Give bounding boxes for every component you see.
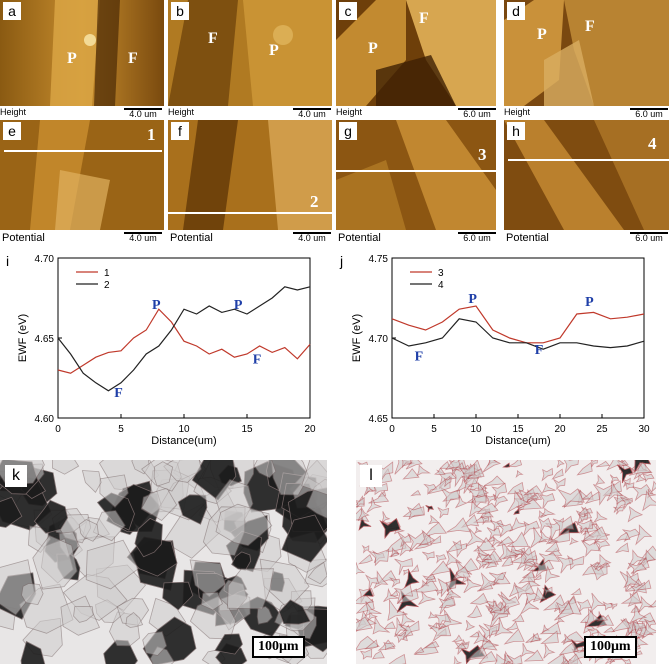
panel-label-g: g <box>339 122 357 140</box>
x-tick-label: 10 <box>470 424 482 435</box>
x-tick-label: 5 <box>431 424 437 435</box>
scale-bar-c: 6.0 um <box>458 108 496 119</box>
phase-label-p: P <box>269 42 279 59</box>
panel-label-k: k <box>5 465 27 487</box>
annotation-label: F <box>415 349 424 364</box>
series-line-3 <box>391 305 645 344</box>
x-tick-label: 25 <box>596 424 608 435</box>
panel-label-b: b <box>171 2 189 20</box>
annotation-label: F <box>114 386 123 401</box>
x-tick-label: 20 <box>554 424 566 435</box>
legend-label: 2 <box>104 280 110 291</box>
phase-label-p: P <box>368 40 378 57</box>
panel-label-a: a <box>3 2 21 20</box>
series-line-1 <box>57 308 311 374</box>
panel-label-i: i <box>6 253 9 269</box>
y-axis-label: EWF (eV) <box>351 314 363 362</box>
y-axis-label: EWF (eV) <box>17 314 29 362</box>
y-tick-label: 4.60 <box>35 414 55 425</box>
scale-bar-h: 6.0 um <box>630 232 668 243</box>
legend-label: 3 <box>438 268 444 279</box>
x-axis-label: Distance(um) <box>151 435 216 447</box>
phase-label-f: F <box>208 30 218 47</box>
phase-label-f: F <box>128 50 138 67</box>
x-tick-label: 15 <box>512 424 524 435</box>
annotation-label: P <box>468 292 477 307</box>
caption-h: Potential <box>506 232 549 244</box>
afm-panel-c: c P F <box>336 0 496 106</box>
scale-bar-e: 4.0 um <box>124 232 162 243</box>
caption-f: Potential <box>170 232 213 244</box>
afm-panel-f: f 2 <box>168 120 332 230</box>
x-tick-label: 10 <box>178 424 190 435</box>
caption-g: Potential <box>338 232 381 244</box>
y-tick-label: 4.75 <box>369 254 389 265</box>
chart-j: j 0 5 10 15 20 25 30 4.65 4.70 4.75 Distance(um) EWF… <box>339 253 650 447</box>
afm-panel-a: a P F <box>0 0 164 106</box>
scale-bar-f: 4.0 um <box>293 232 331 243</box>
scale-bar-k: 100μm <box>252 636 305 658</box>
scale-bar-d: 6.0 um <box>630 108 668 119</box>
afm-panel-d: d P F <box>504 0 669 106</box>
chart-i: i 0 5 10 15 20 4.60 4.65 4.70 Distance(um) EWF (eV… <box>6 253 316 447</box>
afm-panel-g: g 3 <box>336 120 496 230</box>
x-tick-label: 20 <box>304 424 316 435</box>
caption-a: Height <box>0 107 27 117</box>
panel-label-e: e <box>3 122 21 140</box>
line-number: 1 <box>147 125 156 144</box>
legend-label: 1 <box>104 268 110 279</box>
scale-bar-a: 4.0 um <box>124 108 162 119</box>
panel-label-j: j <box>339 253 343 269</box>
line-number: 2 <box>310 192 319 211</box>
scale-bar-l: 100μm <box>584 636 637 658</box>
caption-e: Potential <box>2 232 45 244</box>
phase-label-p: P <box>537 26 547 43</box>
phase-label-f: F <box>585 18 595 35</box>
annotation-label: P <box>234 298 243 313</box>
x-tick-label: 0 <box>389 424 395 435</box>
y-tick-label: 4.70 <box>369 334 389 345</box>
phase-label-f: F <box>419 10 429 27</box>
x-tick-label: 0 <box>55 424 61 435</box>
afm-panel-e: e 1 <box>0 120 164 230</box>
legend-label: 4 <box>438 280 444 291</box>
line-number: 3 <box>478 145 487 164</box>
panel-label-c: c <box>339 2 357 20</box>
x-tick-label: 15 <box>241 424 253 435</box>
x-tick-label: 5 <box>118 424 124 435</box>
plot-frame <box>391 257 645 419</box>
annotation-label: F <box>535 343 544 358</box>
micrograph-l: l 100μm <box>356 460 656 664</box>
phase-label-p: P <box>67 50 77 67</box>
micrograph-k: k 100μm <box>0 460 327 664</box>
caption-b: Height <box>168 107 195 117</box>
y-tick-label: 4.65 <box>369 414 389 425</box>
x-tick-label: 30 <box>638 424 650 435</box>
caption-d: Height <box>504 107 531 117</box>
panel-label-f: f <box>171 122 189 140</box>
afm-panel-b: b F P <box>168 0 332 106</box>
series-line-2 <box>57 286 311 392</box>
plot-frame <box>57 257 311 419</box>
panel-label-h: h <box>507 122 525 140</box>
caption-c: Height <box>336 107 363 117</box>
annotation-label: P <box>585 295 594 310</box>
x-axis-label: Distance(um) <box>485 435 550 447</box>
y-tick-label: 4.70 <box>35 254 55 265</box>
scale-bar-g: 6.0 um <box>458 232 496 243</box>
series-line-4 <box>391 318 645 350</box>
y-tick-label: 4.65 <box>35 334 55 345</box>
line-number: 4 <box>648 134 657 153</box>
scale-bar-b: 4.0 um <box>293 108 331 119</box>
annotation-label: P <box>152 298 161 313</box>
afm-panel-h: h 4 <box>504 120 669 230</box>
panel-label-d: d <box>507 2 525 20</box>
panel-label-l: l <box>360 465 382 487</box>
annotation-label: F <box>253 353 262 368</box>
